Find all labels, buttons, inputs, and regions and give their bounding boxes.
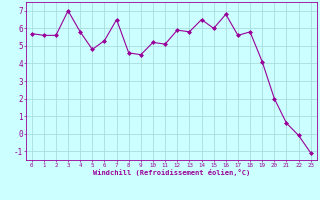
X-axis label: Windchill (Refroidissement éolien,°C): Windchill (Refroidissement éolien,°C) xyxy=(92,169,250,176)
